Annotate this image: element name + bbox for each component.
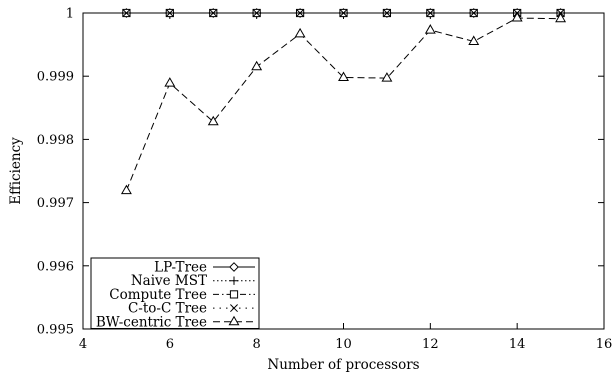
data-point-triangle bbox=[511, 12, 523, 22]
data-point-triangle bbox=[251, 60, 263, 71]
legend-label: Compute Tree bbox=[109, 287, 207, 303]
x-tick-label: 10 bbox=[335, 337, 352, 352]
data-point-triangle bbox=[294, 27, 306, 38]
data-point-triangle bbox=[555, 12, 567, 23]
series-line bbox=[125, 17, 561, 191]
legend-marker bbox=[229, 290, 239, 299]
x-tick-label: 14 bbox=[509, 337, 526, 352]
y-tick-label: 0.999 bbox=[37, 70, 74, 85]
plot-series bbox=[120, 8, 567, 195]
legend-label: LP-Tree bbox=[154, 260, 207, 276]
legend-item: LP-Tree bbox=[154, 260, 255, 276]
y-axis-label: Efficiency bbox=[8, 137, 24, 205]
legend-item: BW-centric Tree bbox=[96, 314, 255, 330]
data-point-triangle bbox=[424, 24, 436, 34]
legend-label: BW-centric Tree bbox=[96, 314, 207, 330]
data-point-triangle bbox=[338, 71, 349, 81]
legend-marker bbox=[230, 304, 238, 313]
y-tick-label: 1 bbox=[66, 7, 74, 22]
series-5 bbox=[120, 12, 567, 195]
x-axis-label: Number of processors bbox=[267, 357, 419, 373]
x-tick-label: 12 bbox=[422, 337, 439, 352]
data-point-triangle bbox=[207, 115, 219, 126]
legend-label: C-to-C Tree bbox=[128, 301, 207, 317]
data-point-triangle bbox=[381, 72, 393, 82]
legend-item: Naive MST bbox=[131, 273, 255, 289]
legend-marker bbox=[228, 315, 240, 326]
x-tick-label: 4 bbox=[79, 337, 87, 352]
y-tick-label: 0.995 bbox=[37, 323, 74, 338]
y-tick-label: 0.998 bbox=[37, 133, 74, 148]
x-tick-label: 6 bbox=[166, 337, 174, 352]
legend-marker bbox=[229, 262, 239, 272]
legend-item: C-to-C Tree bbox=[128, 301, 255, 317]
y-tick-label: 0.996 bbox=[37, 259, 74, 274]
legend-item: Compute Tree bbox=[109, 287, 255, 303]
y-tick-label: 0.997 bbox=[37, 196, 74, 211]
legend-marker bbox=[229, 276, 239, 285]
legend-label: Naive MST bbox=[131, 273, 207, 289]
data-point-triangle bbox=[164, 77, 176, 87]
x-tick-label: 8 bbox=[253, 337, 261, 352]
x-tick-label: 16 bbox=[596, 337, 613, 352]
plot-frame bbox=[82, 12, 605, 330]
data-point-triangle bbox=[468, 35, 480, 45]
data-point-triangle bbox=[120, 184, 132, 195]
